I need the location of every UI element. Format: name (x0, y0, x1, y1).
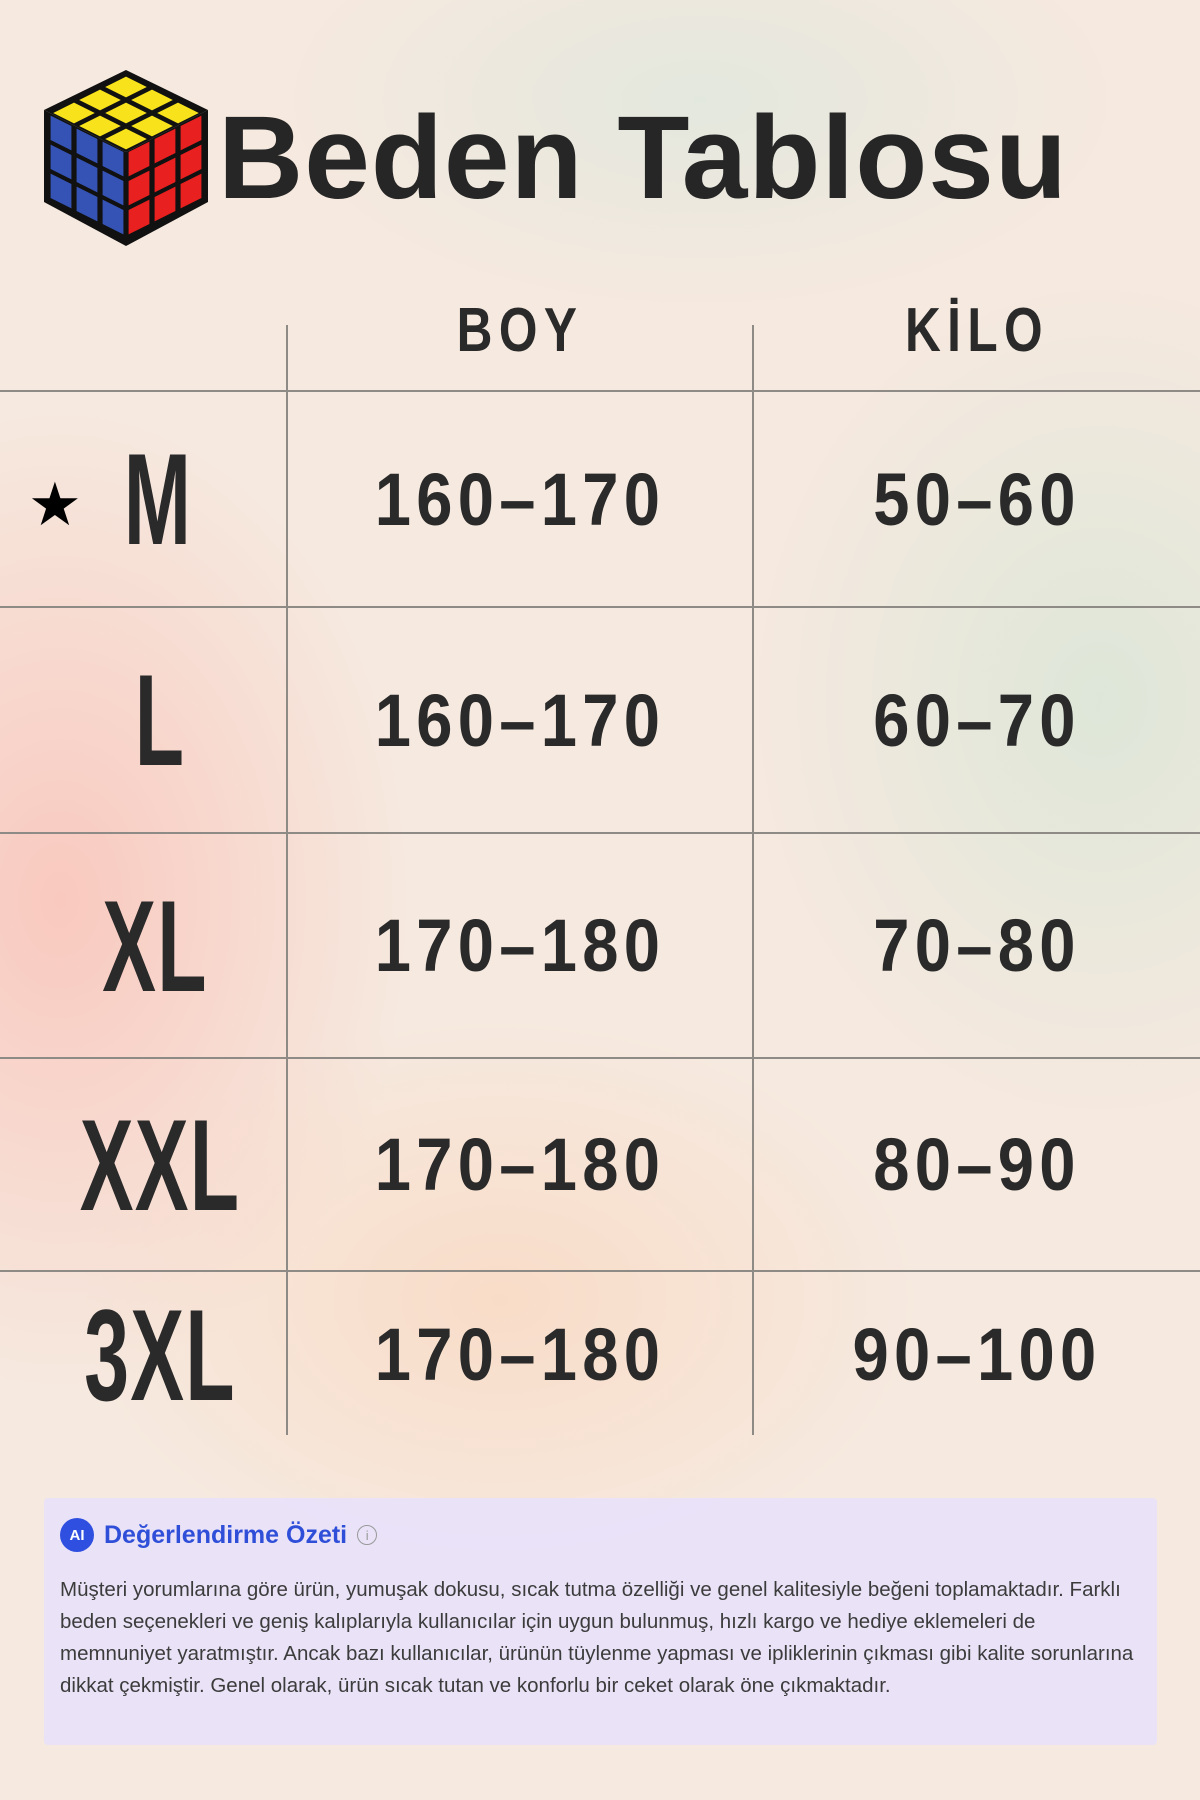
info-icon[interactable]: i (357, 1525, 378, 1545)
cube-sticker (105, 102, 147, 124)
ai-icon: AI (60, 1518, 94, 1552)
boy-value: 160–170 (374, 678, 666, 762)
size-label: 3XL (84, 1281, 236, 1428)
cube-sticker (50, 173, 72, 209)
kilo-value: 80–90 (873, 1123, 1081, 1206)
boy-value: 160–170 (374, 457, 666, 541)
cube-sticker (53, 102, 95, 124)
size-label: XL (102, 872, 208, 1019)
review-summary: AI Değerlendirme Özeti i Müşteri yorumla… (44, 1498, 1157, 1745)
star-icon: ★ (28, 471, 82, 538)
row-divider (0, 1270, 1200, 1272)
cube-sticker (128, 199, 150, 235)
column-divider (286, 325, 288, 1435)
cube-sticker (131, 89, 173, 111)
boy-value: 170–180 (374, 1313, 666, 1396)
cube-sticker (128, 141, 150, 177)
cube-sticker (154, 186, 176, 222)
cube-sticker (180, 115, 202, 151)
kilo-value: 50–60 (873, 457, 1081, 541)
cube-sticker (102, 199, 124, 235)
size-label: XXL (79, 1091, 241, 1238)
cube-sticker (180, 173, 202, 209)
cube-sticker (79, 115, 121, 137)
row-divider (0, 832, 1200, 834)
cube-sticker (50, 144, 72, 180)
kilo-value: 90–100 (852, 1313, 1102, 1396)
cube-sticker (102, 170, 124, 206)
cube-sticker (157, 102, 199, 124)
cube-sticker (79, 89, 121, 111)
cube-sticker (105, 76, 147, 98)
cube-sticker (76, 128, 98, 164)
summary-text: Müşteri yorumlarına göre ürün, yumuşak d… (60, 1578, 1134, 1697)
summary-title: Değerlendirme Özeti (104, 1520, 348, 1549)
boy-value: 170–180 (374, 904, 666, 987)
cube-sticker (76, 157, 98, 193)
kilo-value: 70–80 (873, 904, 1081, 987)
cube-sticker (128, 170, 150, 206)
row-divider (0, 1057, 1200, 1059)
row-divider (0, 606, 1200, 608)
cube-sticker (76, 186, 98, 222)
cube-sticker (180, 144, 202, 180)
header-boy: BOY (456, 295, 584, 365)
cube-sticker (154, 128, 176, 164)
rubiks-cube-logo (44, 70, 208, 246)
size-label: L (134, 647, 186, 793)
column-divider (752, 325, 754, 1435)
kilo-value: 60–70 (873, 678, 1081, 762)
size-label: M (123, 426, 193, 572)
cube-sticker (154, 157, 176, 193)
row-divider (0, 390, 1200, 392)
header-kilo: KİLO (904, 295, 1050, 365)
cube-sticker (105, 128, 147, 150)
page-title: Beden Tablosu (218, 92, 1069, 224)
cube-sticker (50, 115, 72, 151)
cube-sticker (102, 141, 124, 177)
boy-value: 170–180 (374, 1123, 666, 1206)
cube-sticker (131, 115, 173, 137)
